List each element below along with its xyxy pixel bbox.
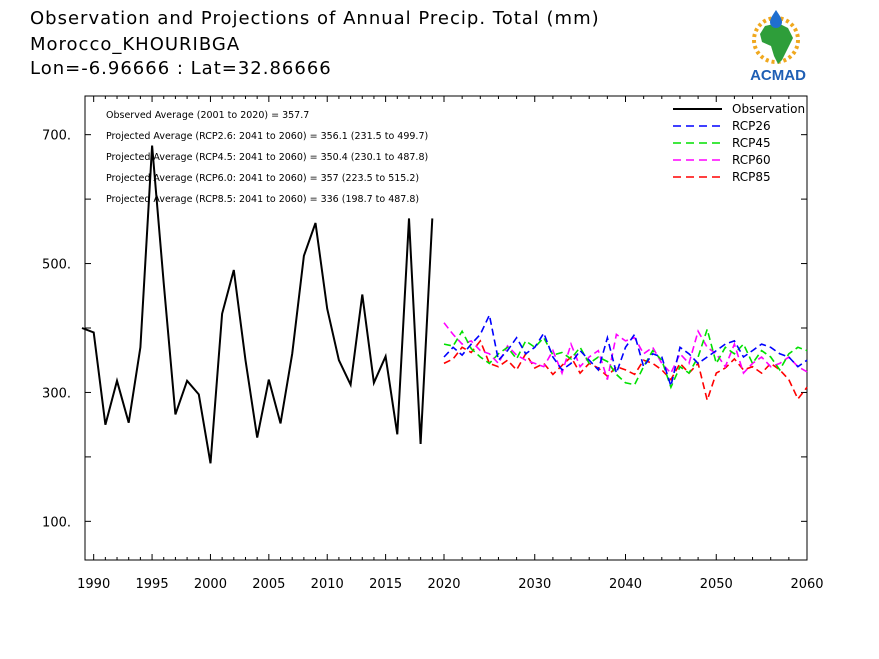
legend-label: RCP45 xyxy=(732,136,771,150)
acmad-logo: ACMAD xyxy=(750,10,806,84)
plot-frame xyxy=(84,95,808,561)
stat-line: Projected Average (RCP6.0: 2041 to 2060)… xyxy=(106,173,419,184)
africa-map-icon xyxy=(760,23,793,64)
logo-text: ACMAD xyxy=(750,67,806,84)
station-name: Morocco_KHOURIBGA xyxy=(30,34,241,55)
x-tick-label: 2020 xyxy=(427,577,460,592)
series-line-rcp26 xyxy=(443,312,808,390)
x-tick-label: 2015 xyxy=(369,577,402,592)
legend-label: RCP85 xyxy=(732,170,771,184)
y-tick-label: 300. xyxy=(42,386,71,401)
legend-label: RCP26 xyxy=(732,119,771,133)
stat-line: Projected Average (RCP4.5: 2041 to 2060)… xyxy=(106,152,428,163)
chart-title: Observation and Projections of Annual Pr… xyxy=(30,8,600,29)
legend-label: RCP60 xyxy=(732,153,771,167)
stat-line: Observed Average (2001 to 2020) = 357.7 xyxy=(106,110,309,121)
x-tick-label: 2060 xyxy=(790,577,823,592)
legend-label: Observation xyxy=(732,102,805,116)
series-line-observation xyxy=(81,145,434,464)
x-tick-label: 1990 xyxy=(77,577,110,592)
x-tick-labels: 1990 1995 2000 2005 2010 2015 2020 2030 2040 2050… xyxy=(77,577,823,592)
legend: Observation RCP26 RCP45 RCP60 RCP85 xyxy=(673,102,805,184)
y-tick-label: 500. xyxy=(42,258,71,273)
stat-line: Projected Average (RCP8.5: 2041 to 2060)… xyxy=(106,194,419,205)
station-coordinates: Lon=-6.96666 : Lat=32.86666 xyxy=(30,58,332,79)
x-tick-label: 2000 xyxy=(194,577,227,592)
x-tick-label: 2050 xyxy=(700,577,733,592)
stat-line: Projected Average (RCP2.6: 2041 to 2060)… xyxy=(106,131,428,142)
x-tick-label: 2040 xyxy=(609,577,642,592)
series-lines xyxy=(81,145,808,464)
series-line-rcp60 xyxy=(443,322,808,380)
x-tick-label: 2010 xyxy=(311,577,344,592)
x-tick-label: 2030 xyxy=(518,577,551,592)
y-tick-label: 700. xyxy=(42,129,71,144)
series-line-rcp85 xyxy=(443,339,808,404)
x-tick-label: 2005 xyxy=(252,577,285,592)
y-tick-label: 100. xyxy=(42,515,71,530)
y-tick-labels: 100. 300. 500. 700. xyxy=(42,129,71,531)
x-tick-label: 1995 xyxy=(136,577,169,592)
series-line-rcp45 xyxy=(443,326,808,390)
stats-box: Observed Average (2001 to 2020) = 357.7 P… xyxy=(106,110,428,205)
axis-ticks xyxy=(85,96,808,560)
raindrop-icon xyxy=(770,10,782,28)
